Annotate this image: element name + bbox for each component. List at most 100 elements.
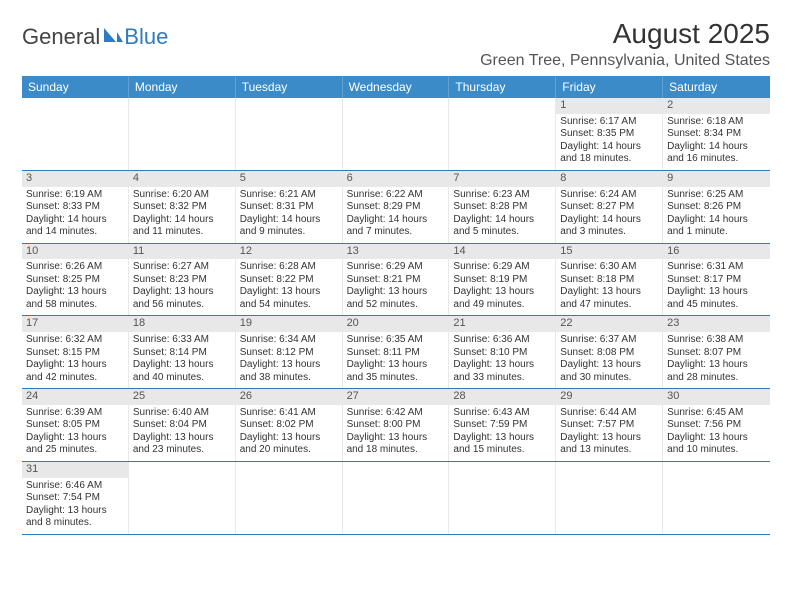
sunset-text: Sunset: 8:05 PM bbox=[26, 419, 124, 432]
sunrise-text: Sunrise: 6:22 AM bbox=[347, 189, 445, 202]
sunset-text: Sunset: 8:23 PM bbox=[133, 274, 231, 287]
day-cell: 25Sunrise: 6:40 AMSunset: 8:04 PMDayligh… bbox=[129, 389, 236, 461]
day-cell bbox=[556, 462, 663, 534]
sunrise-text: Sunrise: 6:44 AM bbox=[560, 407, 658, 420]
weekday-header: Monday bbox=[129, 76, 236, 98]
sunrise-text: Sunrise: 6:34 AM bbox=[240, 334, 338, 347]
day-body bbox=[236, 100, 342, 106]
day-number: 27 bbox=[343, 389, 449, 405]
sunrise-text: Sunrise: 6:32 AM bbox=[26, 334, 124, 347]
day-number: 9 bbox=[663, 171, 770, 187]
day-number: 20 bbox=[343, 316, 449, 332]
sunset-text: Sunset: 8:34 PM bbox=[667, 128, 766, 141]
day-cell: 17Sunrise: 6:32 AMSunset: 8:15 PMDayligh… bbox=[22, 316, 129, 388]
sunset-text: Sunset: 8:25 PM bbox=[26, 274, 124, 287]
day-body: Sunrise: 6:38 AMSunset: 8:07 PMDaylight:… bbox=[663, 332, 770, 388]
week-row: 31Sunrise: 6:46 AMSunset: 7:54 PMDayligh… bbox=[22, 462, 770, 535]
daylight-text: Daylight: 13 hours and 52 minutes. bbox=[347, 286, 445, 311]
sunrise-text: Sunrise: 6:23 AM bbox=[453, 189, 551, 202]
day-body: Sunrise: 6:33 AMSunset: 8:14 PMDaylight:… bbox=[129, 332, 235, 388]
daylight-text: Daylight: 13 hours and 54 minutes. bbox=[240, 286, 338, 311]
daylight-text: Daylight: 13 hours and 47 minutes. bbox=[560, 286, 658, 311]
daylight-text: Daylight: 13 hours and 30 minutes. bbox=[560, 359, 658, 384]
sunrise-text: Sunrise: 6:37 AM bbox=[560, 334, 658, 347]
day-body: Sunrise: 6:28 AMSunset: 8:22 PMDaylight:… bbox=[236, 259, 342, 315]
day-cell: 10Sunrise: 6:26 AMSunset: 8:25 PMDayligh… bbox=[22, 244, 129, 316]
sunrise-text: Sunrise: 6:30 AM bbox=[560, 261, 658, 274]
day-body: Sunrise: 6:44 AMSunset: 7:57 PMDaylight:… bbox=[556, 405, 662, 461]
sunrise-text: Sunrise: 6:31 AM bbox=[667, 261, 766, 274]
sunset-text: Sunset: 8:29 PM bbox=[347, 201, 445, 214]
day-body: Sunrise: 6:45 AMSunset: 7:56 PMDaylight:… bbox=[663, 405, 770, 461]
sunset-text: Sunset: 8:07 PM bbox=[667, 347, 766, 360]
header: General Blue August 2025 Green Tree, Pen… bbox=[22, 18, 770, 70]
logo-sail-icon bbox=[102, 26, 124, 49]
day-cell bbox=[449, 98, 556, 170]
daylight-text: Daylight: 13 hours and 45 minutes. bbox=[667, 286, 766, 311]
week-row: 10Sunrise: 6:26 AMSunset: 8:25 PMDayligh… bbox=[22, 244, 770, 317]
day-cell: 13Sunrise: 6:29 AMSunset: 8:21 PMDayligh… bbox=[343, 244, 450, 316]
daylight-text: Daylight: 14 hours and 7 minutes. bbox=[347, 214, 445, 239]
day-body: Sunrise: 6:39 AMSunset: 8:05 PMDaylight:… bbox=[22, 405, 128, 461]
day-cell bbox=[663, 462, 770, 534]
day-number: 18 bbox=[129, 316, 235, 332]
sunrise-text: Sunrise: 6:36 AM bbox=[453, 334, 551, 347]
day-number: 24 bbox=[22, 389, 128, 405]
day-body bbox=[449, 100, 555, 106]
week-row: 3Sunrise: 6:19 AMSunset: 8:33 PMDaylight… bbox=[22, 171, 770, 244]
sunset-text: Sunset: 8:19 PM bbox=[453, 274, 551, 287]
day-body: Sunrise: 6:27 AMSunset: 8:23 PMDaylight:… bbox=[129, 259, 235, 315]
sunset-text: Sunset: 8:02 PM bbox=[240, 419, 338, 432]
daylight-text: Daylight: 13 hours and 10 minutes. bbox=[667, 432, 766, 457]
sunrise-text: Sunrise: 6:24 AM bbox=[560, 189, 658, 202]
sunrise-text: Sunrise: 6:35 AM bbox=[347, 334, 445, 347]
day-body: Sunrise: 6:25 AMSunset: 8:26 PMDaylight:… bbox=[663, 187, 770, 243]
day-cell bbox=[129, 98, 236, 170]
day-number: 12 bbox=[236, 244, 342, 260]
week-row: 17Sunrise: 6:32 AMSunset: 8:15 PMDayligh… bbox=[22, 316, 770, 389]
day-cell: 12Sunrise: 6:28 AMSunset: 8:22 PMDayligh… bbox=[236, 244, 343, 316]
daylight-text: Daylight: 14 hours and 9 minutes. bbox=[240, 214, 338, 239]
sunset-text: Sunset: 8:21 PM bbox=[347, 274, 445, 287]
day-body bbox=[343, 464, 449, 470]
day-body: Sunrise: 6:42 AMSunset: 8:00 PMDaylight:… bbox=[343, 405, 449, 461]
weekday-header: Thursday bbox=[449, 76, 556, 98]
day-number: 29 bbox=[556, 389, 662, 405]
day-number: 16 bbox=[663, 244, 770, 260]
day-cell: 2Sunrise: 6:18 AMSunset: 8:34 PMDaylight… bbox=[663, 98, 770, 170]
daylight-text: Daylight: 13 hours and 56 minutes. bbox=[133, 286, 231, 311]
sunset-text: Sunset: 8:08 PM bbox=[560, 347, 658, 360]
weekday-header-row: Sunday Monday Tuesday Wednesday Thursday… bbox=[22, 76, 770, 98]
day-number: 4 bbox=[129, 171, 235, 187]
day-number: 31 bbox=[22, 462, 128, 478]
day-body: Sunrise: 6:22 AMSunset: 8:29 PMDaylight:… bbox=[343, 187, 449, 243]
sunset-text: Sunset: 8:10 PM bbox=[453, 347, 551, 360]
day-number: 15 bbox=[556, 244, 662, 260]
day-body bbox=[343, 100, 449, 106]
day-body bbox=[129, 100, 235, 106]
sunset-text: Sunset: 8:22 PM bbox=[240, 274, 338, 287]
day-body: Sunrise: 6:19 AMSunset: 8:33 PMDaylight:… bbox=[22, 187, 128, 243]
day-number: 7 bbox=[449, 171, 555, 187]
sunset-text: Sunset: 8:04 PM bbox=[133, 419, 231, 432]
day-body: Sunrise: 6:29 AMSunset: 8:19 PMDaylight:… bbox=[449, 259, 555, 315]
sunset-text: Sunset: 8:28 PM bbox=[453, 201, 551, 214]
daylight-text: Daylight: 14 hours and 11 minutes. bbox=[133, 214, 231, 239]
day-cell: 7Sunrise: 6:23 AMSunset: 8:28 PMDaylight… bbox=[449, 171, 556, 243]
logo-text-general: General bbox=[22, 24, 100, 50]
day-number: 17 bbox=[22, 316, 128, 332]
day-cell: 26Sunrise: 6:41 AMSunset: 8:02 PMDayligh… bbox=[236, 389, 343, 461]
day-cell: 3Sunrise: 6:19 AMSunset: 8:33 PMDaylight… bbox=[22, 171, 129, 243]
day-cell bbox=[343, 98, 450, 170]
day-body: Sunrise: 6:18 AMSunset: 8:34 PMDaylight:… bbox=[663, 114, 770, 170]
day-cell: 22Sunrise: 6:37 AMSunset: 8:08 PMDayligh… bbox=[556, 316, 663, 388]
day-body: Sunrise: 6:20 AMSunset: 8:32 PMDaylight:… bbox=[129, 187, 235, 243]
day-number: 25 bbox=[129, 389, 235, 405]
day-cell: 18Sunrise: 6:33 AMSunset: 8:14 PMDayligh… bbox=[129, 316, 236, 388]
day-body bbox=[556, 464, 662, 470]
daylight-text: Daylight: 13 hours and 15 minutes. bbox=[453, 432, 551, 457]
day-cell: 9Sunrise: 6:25 AMSunset: 8:26 PMDaylight… bbox=[663, 171, 770, 243]
daylight-text: Daylight: 13 hours and 40 minutes. bbox=[133, 359, 231, 384]
day-cell: 31Sunrise: 6:46 AMSunset: 7:54 PMDayligh… bbox=[22, 462, 129, 534]
day-number: 13 bbox=[343, 244, 449, 260]
